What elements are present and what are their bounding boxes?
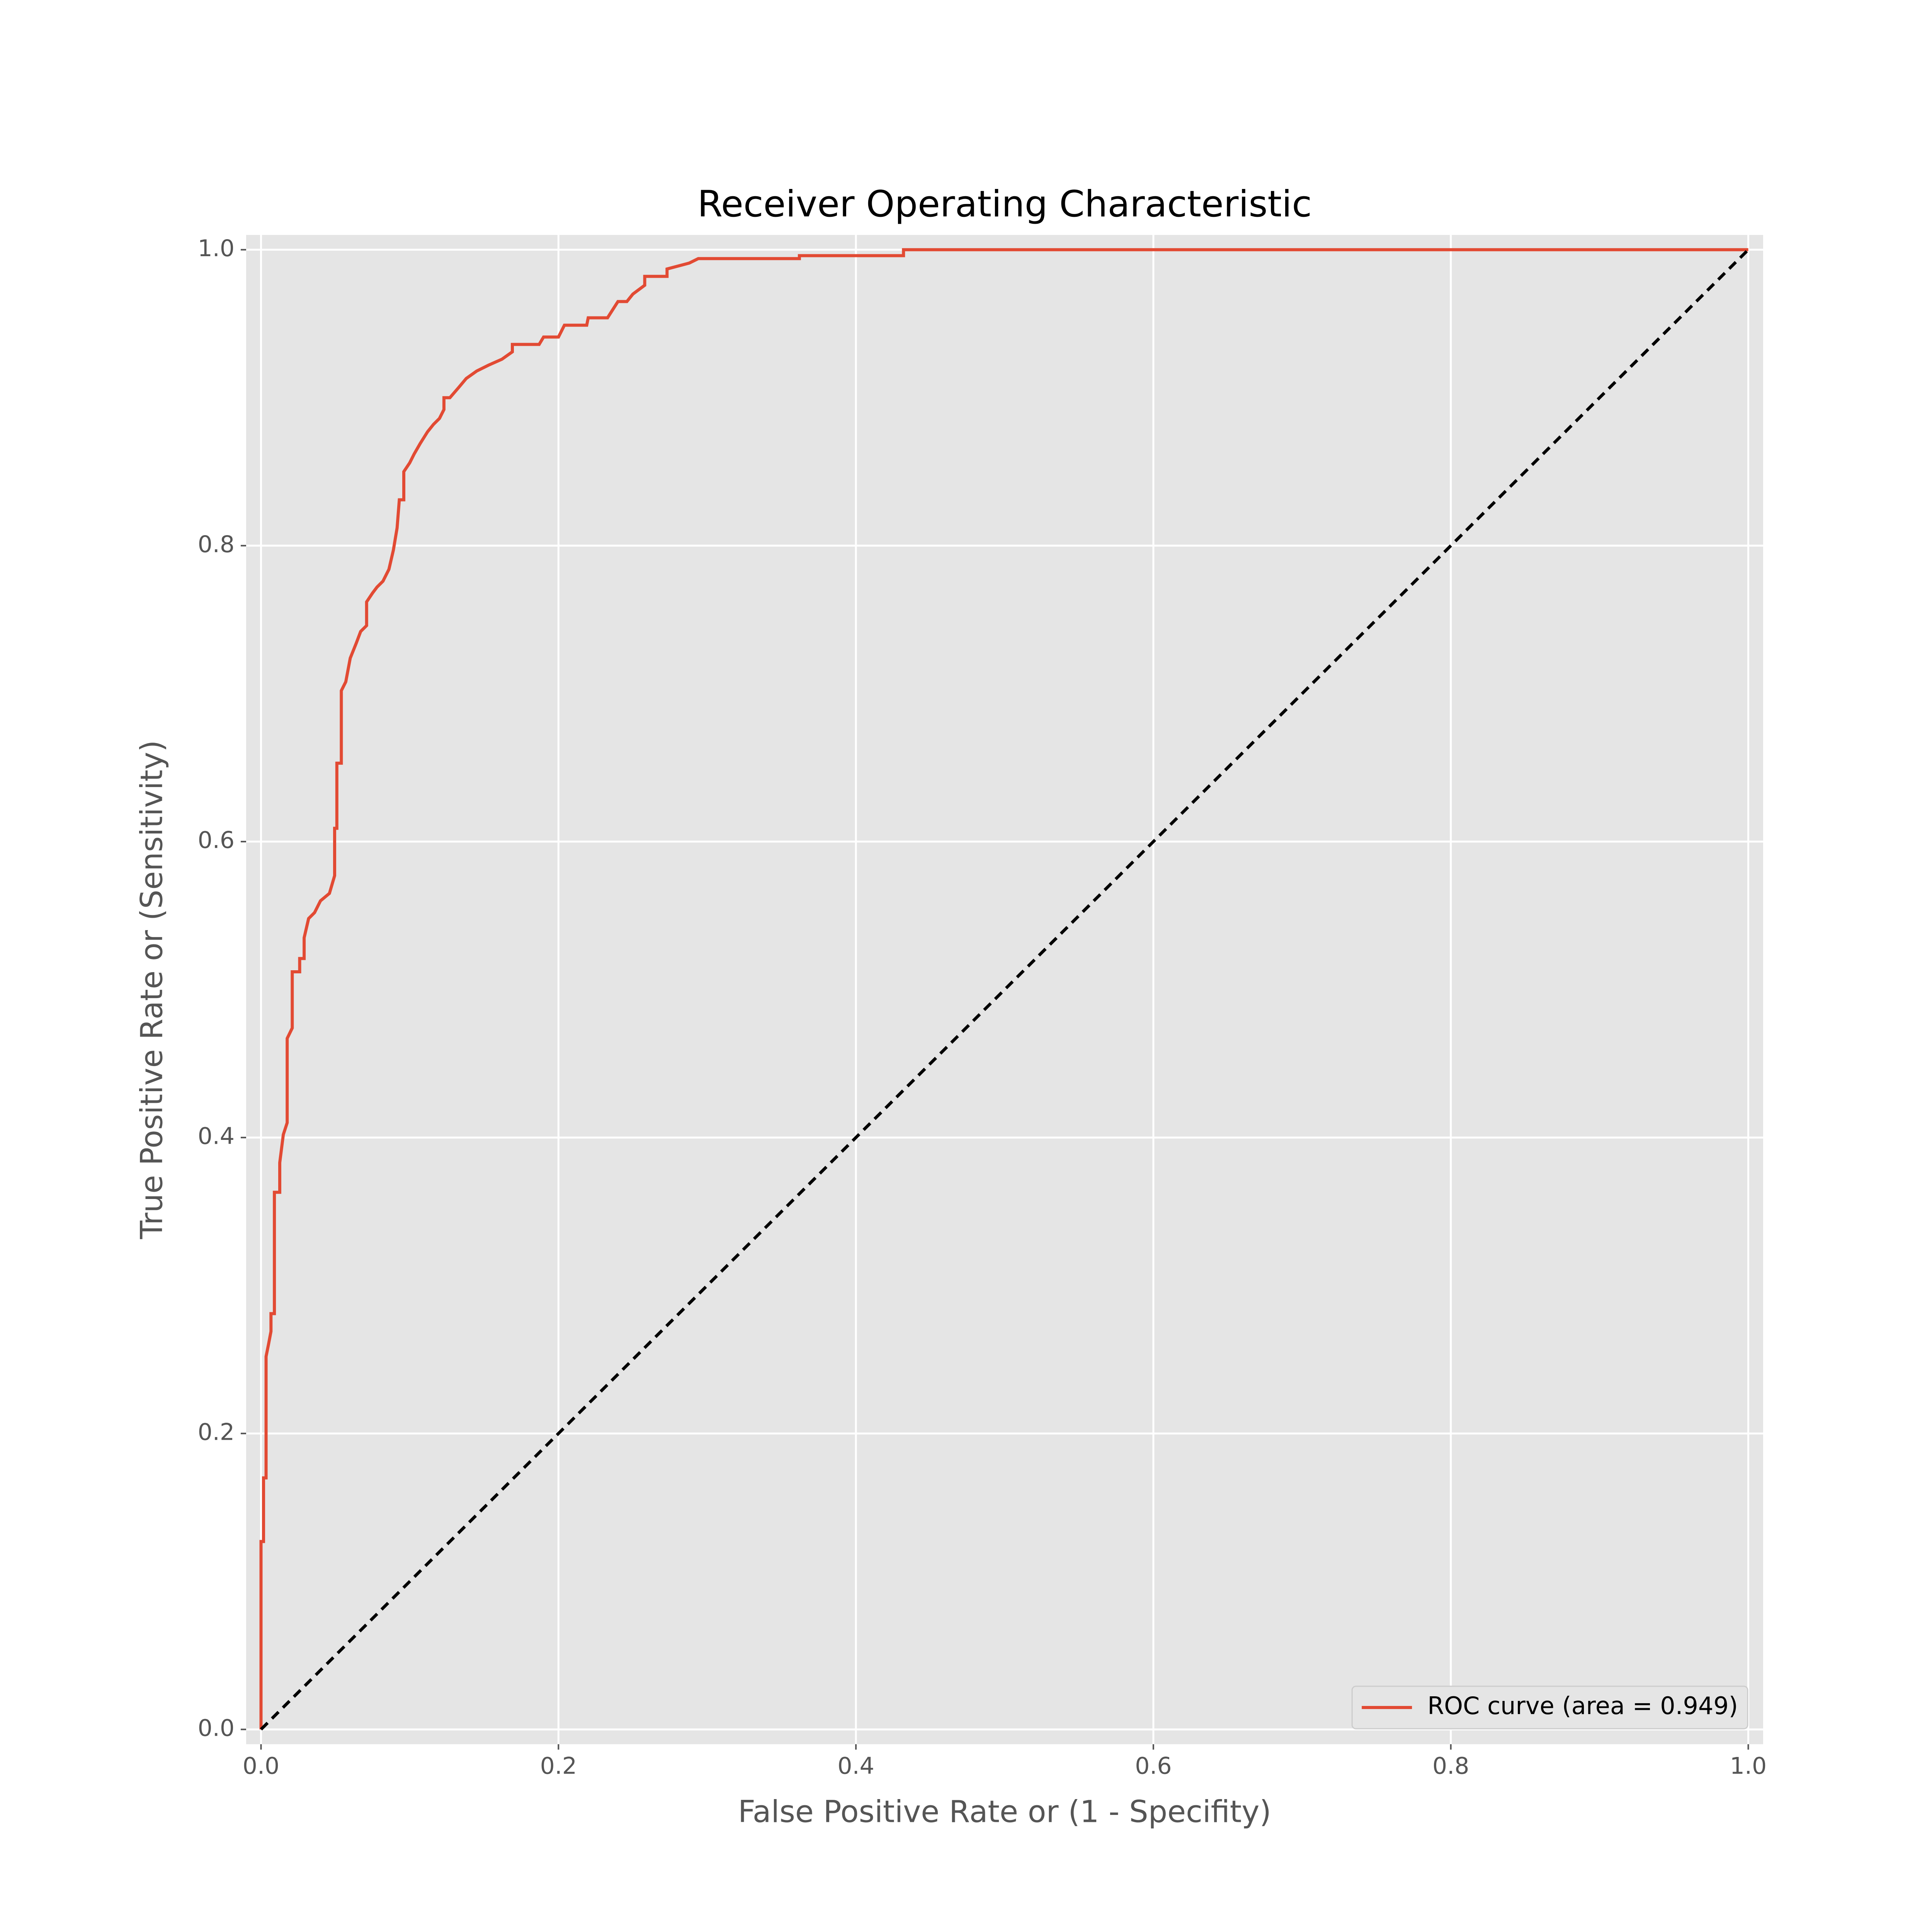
chart-title: Receiver Operating Characteristic: [697, 183, 1312, 225]
y-tick-label: 0.8: [198, 531, 235, 558]
x-tick-label: 0.8: [1432, 1753, 1469, 1780]
x-tick-label: 0.6: [1135, 1753, 1172, 1780]
legend-label: ROC curve (area = 0.949): [1427, 1692, 1738, 1720]
y-tick-label: 0.2: [198, 1418, 235, 1446]
x-tick-label: 0.0: [243, 1753, 279, 1780]
x-tick-label: 0.2: [540, 1753, 577, 1780]
reference-line: [260, 248, 1750, 1731]
y-axis-label: True Positive Rate or (Sensitivity): [134, 740, 169, 1239]
legend: ROC curve (area = 0.949): [1351, 1685, 1748, 1730]
x-tick-label: 1.0: [1730, 1753, 1767, 1780]
roc-line: [259, 248, 1748, 1730]
x-axis-label: False Positive Rate or (1 - Specifity): [738, 1794, 1271, 1829]
x-tick-label: 0.4: [837, 1753, 874, 1780]
y-tick-label: 1.0: [198, 235, 235, 262]
y-tick-label: 0.6: [198, 827, 235, 854]
y-tick-label: 0.4: [198, 1123, 235, 1150]
y-tick-label: 0.0: [198, 1714, 235, 1742]
legend-box: [1351, 1685, 1748, 1730]
